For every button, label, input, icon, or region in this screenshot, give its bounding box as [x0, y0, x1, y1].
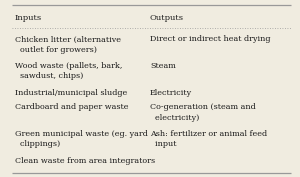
Text: Outputs: Outputs — [150, 14, 184, 22]
Text: Wood waste (pallets, bark,
  sawdust, chips): Wood waste (pallets, bark, sawdust, chip… — [15, 62, 122, 80]
Text: Green municipal waste (eg. yard
  clippings): Green municipal waste (eg. yard clipping… — [15, 130, 148, 149]
Text: Inputs: Inputs — [15, 14, 42, 22]
Text: Industrial/municipal sludge: Industrial/municipal sludge — [15, 89, 127, 97]
Text: Steam: Steam — [150, 62, 176, 70]
Text: Direct or indirect heat drying: Direct or indirect heat drying — [150, 35, 271, 43]
Text: Co-generation (steam and
  electricity): Co-generation (steam and electricity) — [150, 103, 256, 122]
Text: Ash: fertilizer or animal feed
  input: Ash: fertilizer or animal feed input — [150, 130, 267, 149]
Text: Cardboard and paper waste: Cardboard and paper waste — [15, 103, 128, 111]
Text: Clean waste from area integrators: Clean waste from area integrators — [15, 157, 155, 165]
Text: Electricity: Electricity — [150, 89, 192, 97]
Text: Chicken litter (alternative
  outlet for growers): Chicken litter (alternative outlet for g… — [15, 35, 121, 53]
